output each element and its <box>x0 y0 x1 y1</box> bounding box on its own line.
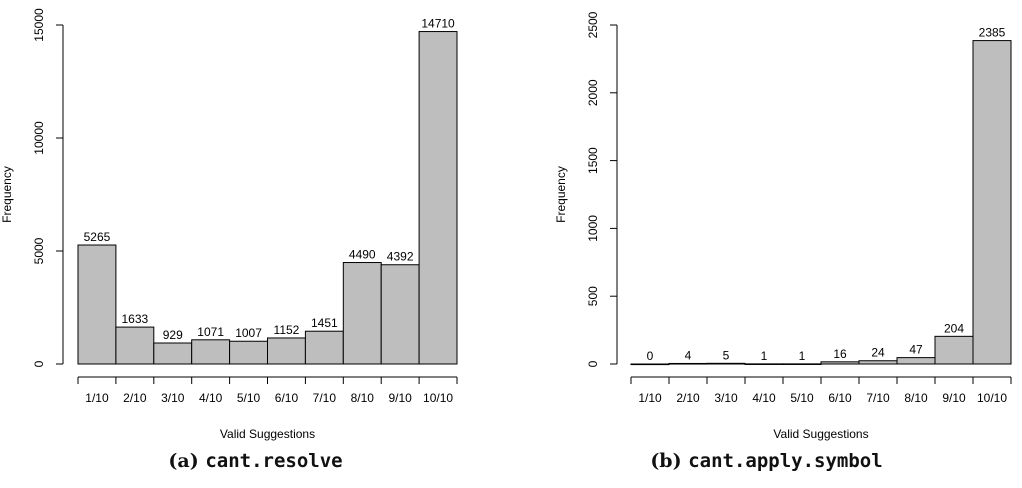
x-tick-label: 10/10 <box>423 391 453 405</box>
x-tick-label: 3/10 <box>161 391 185 405</box>
data-label: 47 <box>909 343 923 357</box>
x-tick-label: 6/10 <box>275 391 299 405</box>
x-tick-label: 7/10 <box>313 391 337 405</box>
y-tick-label: 500 <box>586 286 600 306</box>
bar <box>267 337 306 365</box>
histogram-cant-apply-symbol: 0 4 5 1 1 16 24 47 204 2385 1/10 2/10 3/10 4/10 5/10 6/… <box>554 11 1012 441</box>
bar <box>630 363 670 366</box>
bar <box>782 363 822 365</box>
caption-a: (a) cant.resolve <box>0 450 511 472</box>
bar <box>153 342 193 365</box>
histogram-cant-resolve: 5265 1633 929 1071 1007 1152 1451 4490 4392 14710… <box>0 8 458 441</box>
data-label: 1633 <box>121 312 148 326</box>
x-tick-label: 6/10 <box>828 391 852 405</box>
data-label: 929 <box>163 328 183 342</box>
data-label: 2385 <box>979 26 1006 40</box>
y-axis-label: Frequency <box>554 166 568 223</box>
x-tick-label: 1/10 <box>638 391 662 405</box>
bar <box>934 335 974 365</box>
bar <box>304 330 344 365</box>
y-axis-label: Frequency <box>0 166 14 223</box>
data-label: 24 <box>871 346 885 360</box>
x-axis-label: Valid Suggestions <box>220 427 315 441</box>
data-label: 5 <box>723 348 730 362</box>
data-label: 1152 <box>274 323 300 337</box>
bar <box>191 339 231 365</box>
y-tick-label: 1500 <box>586 147 600 174</box>
data-label: 1007 <box>235 326 262 340</box>
x-tick-label: 9/10 <box>388 391 412 405</box>
y-tick-label: 5000 <box>32 237 46 264</box>
y-tick-label: 2000 <box>586 79 600 106</box>
data-label: 0 <box>647 349 654 363</box>
data-label: 5265 <box>84 230 111 244</box>
data-label: 16 <box>833 347 847 361</box>
chart-panel-a: 5265 1633 929 1071 1007 1152 1451 4490 4392 14710… <box>0 8 511 472</box>
x-tick-label: 2/10 <box>123 391 147 405</box>
data-label: 204 <box>944 321 964 335</box>
x-tick-label: 8/10 <box>351 391 375 405</box>
bar <box>972 40 1012 365</box>
bar <box>896 357 936 365</box>
y-tick-label: 0 <box>32 360 46 367</box>
x-tick-label: 10/10 <box>977 391 1007 405</box>
caption-b: (b) cant.apply.symbol <box>511 450 1022 472</box>
bar <box>706 362 746 365</box>
caption-b-code: cant.apply.symbol <box>688 450 883 472</box>
bar <box>115 326 155 365</box>
caption-b-prefix: (b) <box>650 450 682 472</box>
x-axis-label: Valid Suggestions <box>773 427 868 441</box>
y-tick-label: 10000 <box>32 121 46 155</box>
y-tick-label: 0 <box>586 360 600 367</box>
bar <box>858 360 898 365</box>
x-tick-label: 2/10 <box>676 391 700 405</box>
data-label: 4392 <box>387 250 414 264</box>
bar <box>668 362 708 365</box>
bar <box>229 340 269 365</box>
caption-a-prefix: (a) <box>168 450 199 472</box>
x-tick-label: 4/10 <box>199 391 223 405</box>
x-tick-label: 5/10 <box>237 391 261 405</box>
data-label: 4490 <box>349 248 376 262</box>
chart-panel-b: 0 4 5 1 1 16 24 47 204 2385 1/10 2/10 3/10 4/10 5/10 6/… <box>511 0 1022 488</box>
y-tick-label: 1000 <box>586 215 600 242</box>
bar <box>380 264 420 365</box>
x-tick-label: 4/10 <box>752 391 776 405</box>
x-tick-label: 5/10 <box>790 391 814 405</box>
x-tick-label: 3/10 <box>714 391 738 405</box>
bar <box>342 262 382 365</box>
x-tick-label: 8/10 <box>904 391 928 405</box>
x-tick-label: 7/10 <box>866 391 890 405</box>
bar <box>744 363 784 365</box>
y-tick-label: 2500 <box>586 11 600 38</box>
x-tick-label: 1/10 <box>85 391 109 405</box>
x-tick-label: 9/10 <box>942 391 966 405</box>
y-tick-label: 15000 <box>32 8 46 42</box>
bar <box>77 244 117 365</box>
bar <box>418 31 458 365</box>
data-label: 1451 <box>311 316 338 330</box>
data-label: 1 <box>799 349 806 363</box>
bar <box>820 361 860 365</box>
caption-a-code: cant.resolve <box>205 450 343 472</box>
data-label: 1 <box>761 349 768 363</box>
data-label: 1071 <box>197 325 224 339</box>
data-label: 14710 <box>421 17 455 31</box>
data-label: 4 <box>685 348 692 362</box>
